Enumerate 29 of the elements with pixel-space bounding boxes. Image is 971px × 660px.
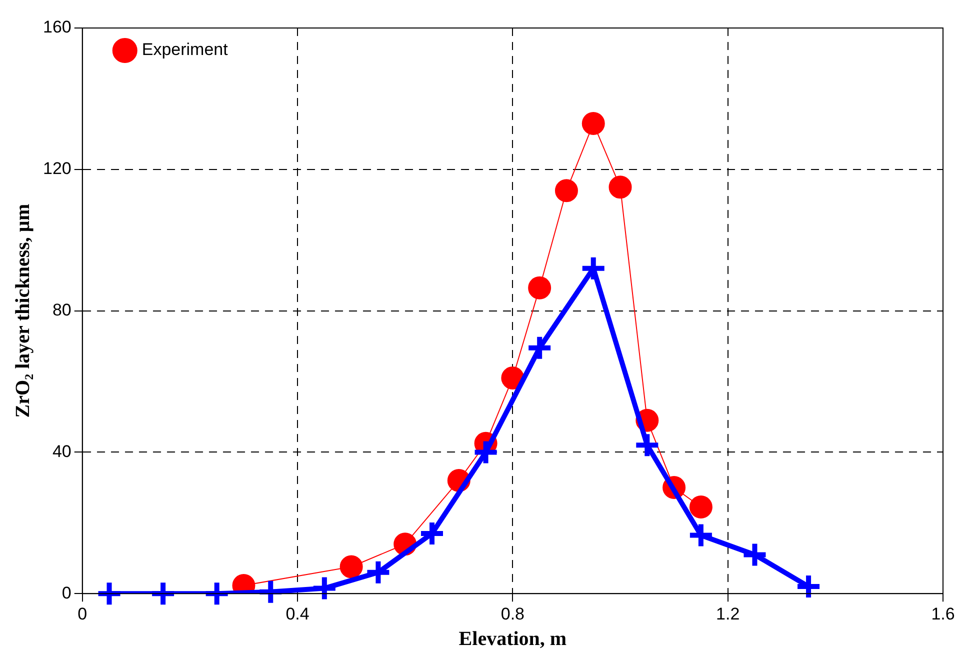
point — [367, 561, 390, 584]
point — [582, 112, 605, 135]
y-tick-label: 160 — [42, 18, 72, 37]
y-tick-label: 80 — [52, 300, 72, 320]
point — [744, 544, 766, 566]
y-tick-label: 40 — [52, 442, 72, 461]
point — [690, 524, 712, 546]
x-tick-label: 1.6 — [931, 604, 955, 624]
legend-label: Experiment — [142, 40, 228, 60]
point — [798, 576, 820, 598]
point — [528, 336, 551, 359]
x-tick-label: 0.4 — [286, 604, 310, 624]
point — [636, 434, 658, 456]
point — [528, 276, 552, 300]
x-tick-label: 0.8 — [500, 604, 524, 624]
point — [608, 176, 632, 199]
x-tick-label: 0 — [78, 604, 88, 624]
x-axis-title: Elevation, m — [458, 628, 567, 650]
point — [474, 441, 497, 464]
point — [689, 495, 712, 518]
y-tick-label: 0 — [62, 583, 72, 602]
point — [582, 257, 604, 280]
point — [313, 577, 336, 600]
point — [340, 555, 363, 578]
x-tick-label: 1.2 — [716, 604, 740, 624]
y-tick-label: 120 — [42, 159, 72, 178]
y-axis-title: ZrO₂ layer thickness, µm — [12, 204, 34, 418]
point — [420, 522, 443, 545]
point — [554, 179, 578, 202]
